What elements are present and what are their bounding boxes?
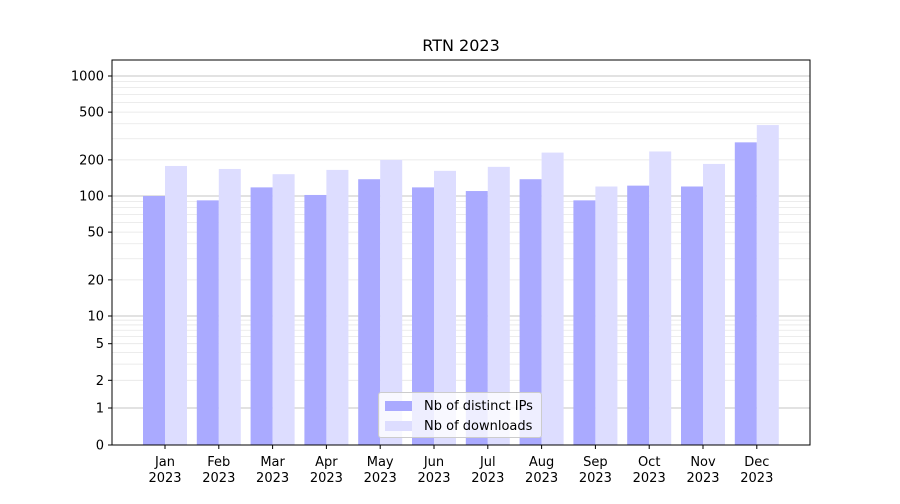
bar-distinct-ips: [573, 200, 596, 445]
x-tick-label: Aug: [529, 455, 554, 470]
x-tick-label: 2023: [525, 471, 558, 486]
bar-distinct-ips: [681, 186, 703, 446]
x-tick-label: 2023: [471, 471, 504, 486]
x-tick-label: Feb: [207, 455, 230, 470]
x-tick-label: 2023: [579, 471, 612, 486]
x-tick-label: 2023: [202, 471, 235, 486]
plot-area-frame: [111, 59, 811, 446]
legend-label: Nb of distinct IPs: [424, 398, 533, 414]
x-tick-label: 2023: [686, 471, 719, 486]
x-tick-label: Oct: [638, 455, 660, 470]
x-tick-label: May: [367, 455, 394, 470]
y-tick-label: 50: [87, 226, 104, 241]
y-tick-label: 20: [87, 273, 104, 288]
y-tick-label: 5: [96, 337, 104, 352]
y-tick-label: 1000: [71, 70, 104, 85]
bar-downloads: [595, 186, 618, 446]
x-tick-label: Nov: [690, 455, 716, 470]
y-tick-label: 1: [96, 402, 104, 417]
bar-downloads: [541, 152, 564, 446]
bar-downloads: [649, 151, 672, 445]
y-tick-label: 10: [87, 310, 104, 325]
x-tick-label: 2023: [633, 471, 666, 486]
bar-downloads: [218, 168, 241, 445]
y-axis: 0 1 2 5 10 20 50 100 200 500 1000: [71, 70, 112, 454]
x-tick-label: Jan: [154, 455, 175, 470]
y-tick-label: 0: [96, 439, 104, 454]
bar-downloads: [272, 174, 295, 445]
y-tick-label: 2: [96, 374, 104, 389]
x-tick-label: 2023: [364, 471, 397, 486]
bar-downloads: [756, 125, 779, 445]
bar-distinct-ips: [465, 191, 488, 445]
bar-distinct-ips: [304, 194, 327, 445]
legend-item: Nb of downloads: [385, 417, 532, 435]
x-tick-label: Mar: [260, 455, 285, 470]
bar-distinct-ips: [627, 185, 650, 445]
bar-downloads: [703, 163, 725, 445]
bar-distinct-ips: [519, 179, 542, 445]
x-axis: Jan2023Feb2023Mar2023Apr2023May2023Jun20…: [148, 445, 773, 486]
chart-title: RTN 2023: [422, 36, 500, 55]
x-tick-label: 2023: [417, 471, 450, 486]
legend-swatch: [385, 421, 412, 431]
bar-distinct-ips: [412, 187, 434, 446]
legend-label: Nb of downloads: [424, 418, 533, 434]
bar-distinct-ips: [358, 179, 381, 445]
bar-distinct-ips: [143, 196, 165, 445]
x-tick-label: 2023: [740, 471, 773, 486]
bar-downloads: [326, 169, 349, 446]
bar-downloads: [487, 166, 510, 445]
legend-swatch: [385, 401, 412, 411]
x-tick-label: 2023: [310, 471, 343, 486]
bar-downloads: [434, 170, 456, 445]
bar-downloads: [165, 165, 187, 446]
x-tick-label: Sep: [583, 455, 608, 470]
bar-downloads: [380, 159, 403, 445]
x-tick-label: Dec: [744, 455, 769, 470]
legend: Nb of distinct IPs Nb of downloads: [378, 392, 542, 438]
x-tick-label: 2023: [256, 471, 289, 486]
x-tick-label: Jul: [479, 455, 496, 470]
y-tick-label: 500: [79, 106, 104, 121]
bar-distinct-ips: [734, 142, 757, 445]
x-tick-label: Jun: [423, 455, 444, 470]
legend-item: Nb of distinct IPs: [385, 397, 533, 415]
bar-distinct-ips: [250, 187, 273, 446]
y-tick-label: 200: [79, 153, 104, 168]
y-tick-label: 100: [79, 190, 104, 205]
bar-distinct-ips: [196, 200, 219, 445]
bars-layer: [143, 125, 779, 446]
x-tick-label: Apr: [315, 455, 338, 470]
x-tick-label: 2023: [148, 471, 181, 486]
